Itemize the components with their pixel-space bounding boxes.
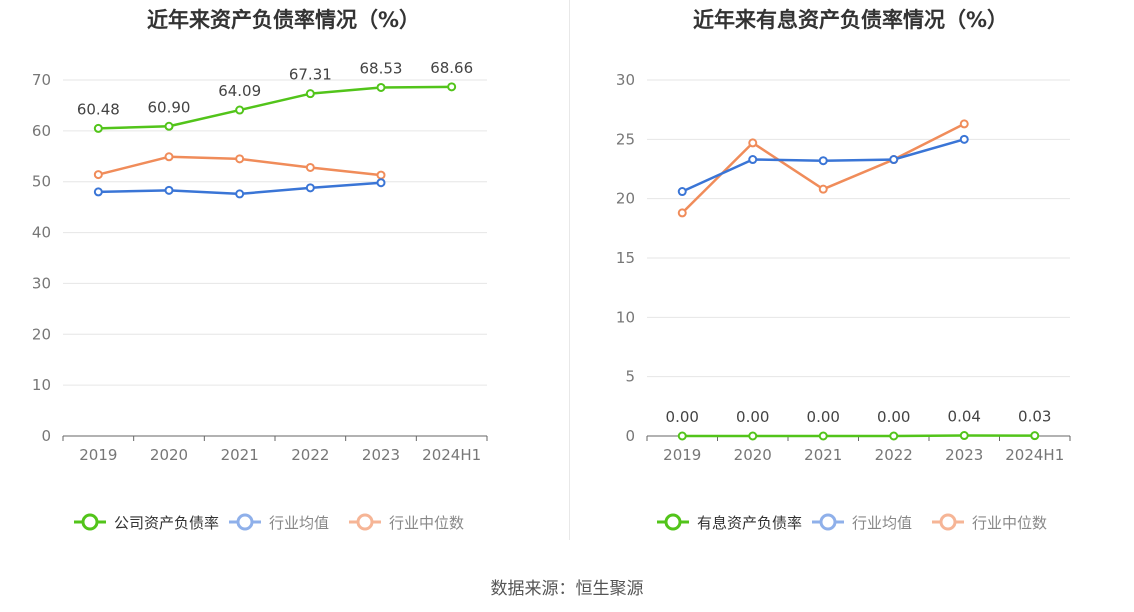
series-point-1[interactable] xyxy=(164,185,174,195)
data-label: 0.04 xyxy=(948,408,981,426)
x-tick-label: 2024H1 xyxy=(422,446,481,464)
data-label: 60.90 xyxy=(148,98,191,116)
series-point-0[interactable] xyxy=(447,82,457,92)
series-line-0 xyxy=(98,85,452,130)
legend-marker-1[interactable] xyxy=(819,513,837,531)
series-point-0[interactable] xyxy=(959,431,969,441)
series-point-1[interactable] xyxy=(305,183,315,193)
legend-label-1[interactable]: 行业均值 xyxy=(269,514,329,532)
legend-marker-0[interactable] xyxy=(81,513,99,531)
legend-label-0[interactable]: 公司资产负债率 xyxy=(114,514,219,532)
series-point-2[interactable] xyxy=(164,152,174,162)
x-tick-label: 2021 xyxy=(804,446,842,464)
x-tick-label: 2020 xyxy=(150,446,188,464)
y-tick-label: 0 xyxy=(625,427,635,445)
data-label: 67.31 xyxy=(289,66,332,84)
data-source: 数据来源：恒生聚源 xyxy=(490,579,644,599)
y-tick-label: 50 xyxy=(32,173,51,191)
data-label: 0.00 xyxy=(877,408,910,426)
series-point-1[interactable] xyxy=(93,187,103,197)
series-point-2[interactable] xyxy=(677,208,687,218)
y-tick-label: 10 xyxy=(32,376,51,394)
series-point-0[interactable] xyxy=(818,431,828,441)
series-point-0[interactable] xyxy=(305,89,315,99)
data-label: 64.09 xyxy=(218,82,261,100)
series-point-2[interactable] xyxy=(235,154,245,164)
y-tick-label: 60 xyxy=(32,122,51,140)
data-label: 68.66 xyxy=(430,59,473,77)
series-point-0[interactable] xyxy=(748,431,758,441)
series-point-1[interactable] xyxy=(959,134,969,144)
panel-divider xyxy=(569,0,570,540)
chart-title-right: 近年来有息资产负债率情况（%） xyxy=(692,8,1009,32)
legend-label-1[interactable]: 行业均值 xyxy=(852,514,912,532)
series-point-2[interactable] xyxy=(748,138,758,148)
series-point-0[interactable] xyxy=(677,431,687,441)
y-tick-label: 30 xyxy=(32,274,51,292)
x-tick-label: 2019 xyxy=(663,446,701,464)
series-point-1[interactable] xyxy=(748,155,758,165)
chart-title-left: 近年来资产负债率情况（%） xyxy=(146,8,421,32)
debt-ratio-chart: 0 10 20 30 40 50 60 70 2019 2020 2021 2022 2023 2024H… xyxy=(32,59,488,532)
series-line-1 xyxy=(681,138,965,193)
series-point-2[interactable] xyxy=(305,162,315,172)
series-point-0[interactable] xyxy=(235,105,245,115)
x-tick-label: 2023 xyxy=(945,446,983,464)
legend-label-2[interactable]: 行业中位数 xyxy=(389,514,464,532)
series-point-0[interactable] xyxy=(93,123,103,133)
data-label: 0.00 xyxy=(666,408,699,426)
y-tick-label: 15 xyxy=(616,249,635,267)
legend-label-0[interactable]: 有息资产负债率 xyxy=(697,514,802,532)
x-tick-label: 2021 xyxy=(221,446,259,464)
series-point-2[interactable] xyxy=(959,119,969,129)
x-tick-label: 2023 xyxy=(362,446,400,464)
x-tick-label: 2022 xyxy=(291,446,329,464)
series-line-2 xyxy=(681,122,965,214)
y-tick-label: 40 xyxy=(32,224,51,242)
series-point-2[interactable] xyxy=(93,170,103,180)
data-label: 0.00 xyxy=(736,408,769,426)
series-point-0[interactable] xyxy=(164,121,174,131)
x-tick-label: 2019 xyxy=(79,446,117,464)
data-label: 0.03 xyxy=(1018,408,1051,426)
y-tick-label: 20 xyxy=(32,325,51,343)
legend-marker-0[interactable] xyxy=(664,513,682,531)
series-point-1[interactable] xyxy=(889,155,899,165)
legend-marker-2[interactable] xyxy=(939,513,957,531)
series-point-0[interactable] xyxy=(376,82,386,92)
y-tick-label: 70 xyxy=(32,71,51,89)
x-tick-label: 2020 xyxy=(734,446,772,464)
series-point-0[interactable] xyxy=(889,431,899,441)
y-tick-label: 30 xyxy=(616,71,635,89)
y-tick-label: 0 xyxy=(41,427,51,445)
series-point-1[interactable] xyxy=(235,189,245,199)
x-tick-label: 2024H1 xyxy=(1005,446,1064,464)
y-tick-label: 25 xyxy=(616,130,635,148)
series-point-1[interactable] xyxy=(818,156,828,166)
series-point-0[interactable] xyxy=(1030,431,1040,441)
data-label: 60.48 xyxy=(77,100,120,118)
series-point-2[interactable] xyxy=(818,184,828,194)
legend-marker-2[interactable] xyxy=(356,513,374,531)
legend-label-2[interactable]: 行业中位数 xyxy=(972,514,1047,532)
series-point-1[interactable] xyxy=(376,178,386,188)
series-point-2[interactable] xyxy=(376,170,386,180)
legend-marker-1[interactable] xyxy=(236,513,254,531)
y-tick-label: 5 xyxy=(625,368,635,386)
data-label: 0.00 xyxy=(807,408,840,426)
y-tick-label: 20 xyxy=(616,190,635,208)
x-tick-label: 2022 xyxy=(875,446,913,464)
series-point-1[interactable] xyxy=(677,187,687,197)
y-tick-label: 10 xyxy=(616,308,635,326)
data-label: 68.53 xyxy=(360,59,403,77)
interest-debt-ratio-chart: 0 5 10 15 20 25 30 2019 2020 2021 2022 2023 2024H1 0.… xyxy=(616,71,1071,532)
